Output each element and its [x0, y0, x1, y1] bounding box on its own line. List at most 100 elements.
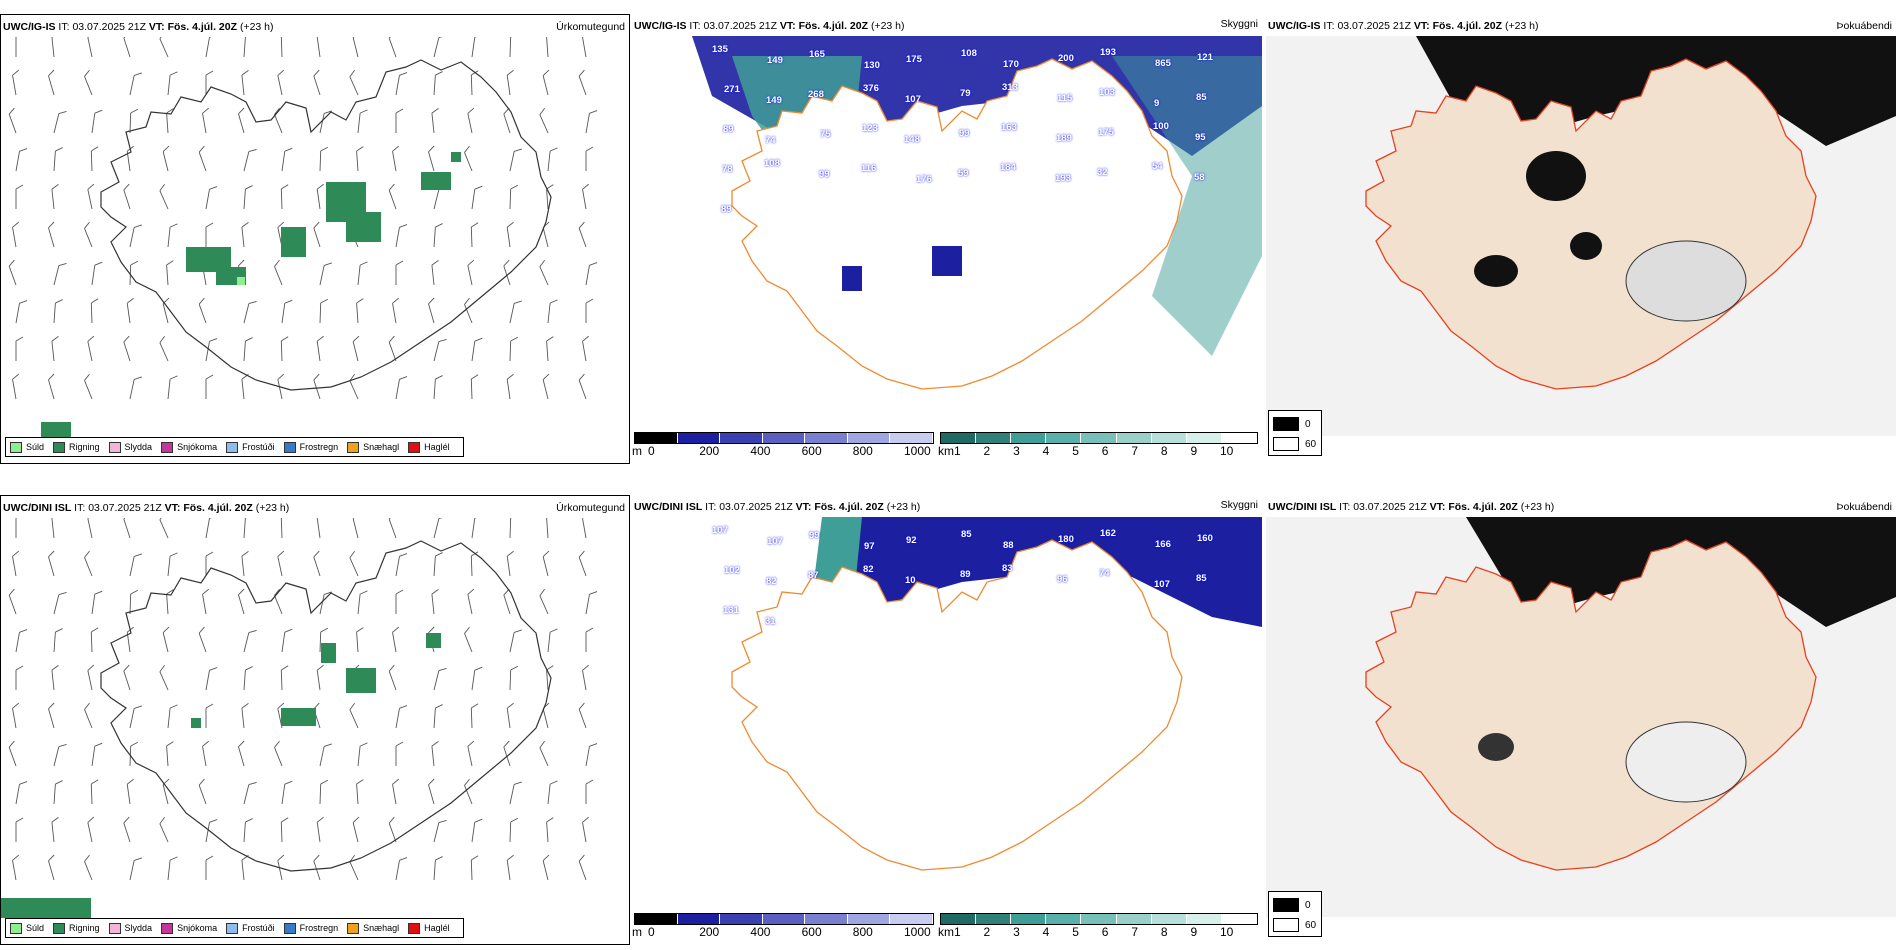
- wind-barb: [91, 261, 103, 286]
- wind-barb: [12, 702, 20, 729]
- wind-barb: [87, 183, 95, 210]
- wind-barb: [388, 664, 397, 691]
- visibility-value: 170: [1003, 59, 1019, 70]
- visibility-value: 313: [1002, 82, 1018, 93]
- wind-barb: [578, 221, 587, 248]
- scale-tick: 8: [1160, 444, 1168, 458]
- wind-barb: [392, 145, 400, 172]
- wind-barb: [471, 666, 483, 691]
- wind-barb: [281, 299, 293, 324]
- wind-barb: [91, 742, 103, 767]
- visibility-value: 103: [1099, 87, 1115, 98]
- wind-barb: [241, 222, 249, 248]
- scale-tick: 9: [1190, 444, 1198, 458]
- wind-barb: [542, 373, 550, 400]
- wind-barb: [84, 373, 93, 400]
- wind-barb: [506, 221, 514, 248]
- wind-barb: [129, 553, 142, 577]
- wind-barb: [395, 705, 408, 729]
- wind-barb: [53, 780, 63, 805]
- wind-barb: [585, 591, 598, 615]
- wind-barb: [395, 589, 404, 614]
- wind-barb: [464, 626, 473, 653]
- wind-barb: [542, 854, 550, 881]
- wind-barb: [392, 297, 400, 324]
- wind-barb: [129, 589, 139, 615]
- legend-label: Súld: [26, 923, 45, 933]
- wind-barb: [15, 37, 17, 57]
- wind-barb: [159, 816, 169, 843]
- wind-barb: [241, 703, 249, 729]
- wind-barb: [53, 299, 63, 324]
- legend-item: Rigning: [53, 441, 100, 453]
- visibility-value: 54: [1152, 161, 1163, 172]
- visibility-value: 97: [864, 541, 875, 552]
- wind-barb: [205, 819, 218, 843]
- wind-barb: [388, 335, 397, 362]
- wind-barb: [90, 146, 99, 172]
- wind-barb: [313, 373, 321, 400]
- panel-header: UWC/IG-IS IT: 03.07.2025 21Z VT: Fös. 4.…: [1268, 20, 1539, 32]
- wind-barb: [356, 298, 364, 324]
- legend-swatch: [283, 441, 296, 453]
- panel-header: UWC/DINI ISL IT: 03.07.2025 21Z VT: Fös.…: [1268, 501, 1555, 513]
- visibility-value: 89: [723, 124, 734, 135]
- wind-barb: [585, 743, 598, 767]
- visibility-value: 149: [767, 55, 783, 66]
- wind-barb: [15, 336, 24, 361]
- wind-barb: [241, 70, 249, 96]
- wind-barbs: [8, 518, 598, 881]
- wind-barb: [126, 297, 134, 324]
- wind-barb: [395, 260, 404, 285]
- wind-barb: [316, 335, 324, 362]
- fog-legend: 0 60: [1268, 891, 1322, 937]
- wind-barb: [48, 221, 55, 248]
- precip-legend: Súld Rigning Slydda Snjókoma Frostúði Frostre…: [5, 437, 464, 457]
- visibility-value: 85: [1196, 92, 1207, 103]
- wind-barb: [352, 518, 360, 539]
- wind-barb: [467, 259, 475, 286]
- wind-barb: [506, 69, 514, 96]
- wind-barb: [48, 702, 55, 729]
- wind-barb: [167, 552, 178, 577]
- visibility-value: 175: [906, 54, 922, 65]
- wind-barb: [471, 185, 483, 210]
- wind-barb: [433, 667, 447, 691]
- wind-barb: [162, 297, 170, 324]
- legend-label: Frostúði: [242, 923, 275, 933]
- legend-item: Frostregn: [283, 441, 338, 453]
- precip-map: [1, 518, 598, 918]
- wind-barb: [546, 336, 554, 362]
- wind-barb: [129, 857, 142, 881]
- wind-barb: [392, 778, 400, 805]
- wind-barb: [428, 778, 435, 805]
- fog-panel-igis: UWC/IG-IS IT: 03.07.2025 21Z VT: Fös. 4.…: [1266, 14, 1896, 464]
- visibility-value: 89: [721, 204, 732, 215]
- legend-swatch: [283, 922, 296, 934]
- visibility-value: 115: [1057, 93, 1073, 104]
- legend-swatch: [226, 441, 239, 453]
- legend-swatch: [10, 441, 22, 453]
- panel-title: Úrkomutegund: [556, 21, 625, 33]
- wind-barb: [433, 338, 447, 362]
- wind-barb: [126, 145, 134, 172]
- wind-barb: [319, 591, 332, 615]
- wind-barb: [238, 588, 245, 615]
- precip-legend: Súld Rigning Slydda Snjókoma Frostúði Frostre…: [5, 918, 464, 938]
- visibility-scale: km 1 2 3 4 5 6 7 8 9 10: [938, 909, 1258, 943]
- visibility-value: 99: [959, 128, 970, 139]
- wind-barb: [316, 816, 324, 843]
- wind-barb: [159, 335, 169, 362]
- wind-barb: [433, 552, 443, 577]
- legend-label: Slydda: [124, 923, 153, 933]
- visibility-value: 200: [1058, 53, 1074, 64]
- fog-map: [1266, 517, 1896, 917]
- wind-barb: [274, 740, 283, 767]
- wind-barb: [585, 262, 598, 286]
- fog-label: 0: [1305, 899, 1311, 911]
- wind-barb: [585, 146, 594, 171]
- panel-title: Skyggni: [1220, 18, 1258, 30]
- scale-tick: 400: [750, 444, 771, 458]
- visibility-value: 100: [1153, 121, 1169, 132]
- wind-barb: [87, 664, 95, 691]
